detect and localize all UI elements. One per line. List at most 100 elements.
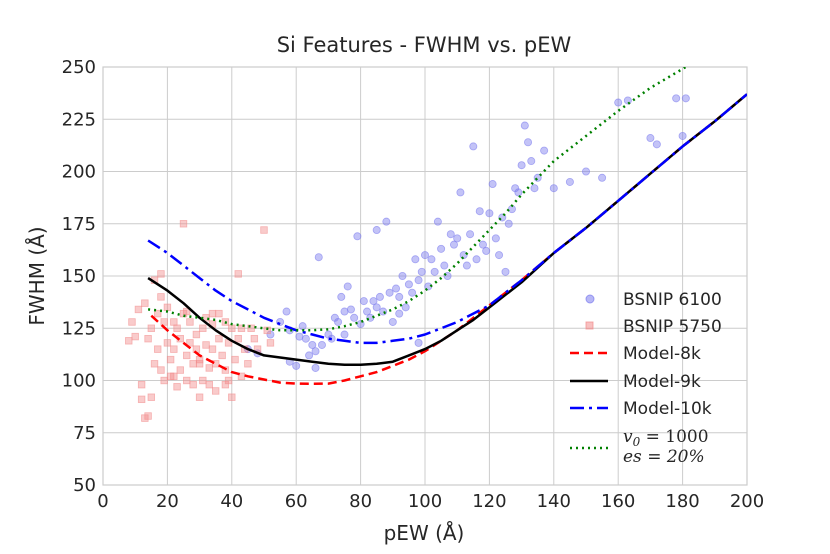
x-tick-label: 180 [665,491,699,512]
x-tick-label: 140 [537,491,571,512]
bsnip6100-point [314,253,323,262]
bsnip5750-point [144,412,152,420]
bsnip5750-point [147,393,155,401]
bsnip6100-point [375,292,384,301]
x-axis-label: pEW (Å) [384,521,465,545]
bsnip6100-point [308,340,317,349]
bsnip6100-point [395,309,404,318]
bsnip6100-point [582,167,591,176]
bsnip6100-point [672,94,681,103]
bsnip5750-point [208,345,217,353]
bsnip6100-point [346,305,355,314]
bsnip6100-point [395,292,404,301]
legend-marker-bsnip6100 [585,294,595,304]
bsnip6100-point [456,188,465,197]
legend: BSNIP 6100 BSNIP 5750 Model-8k Model-9k … [570,290,722,467]
bsnip6100-point [427,255,436,264]
bsnip6100-point [472,255,481,264]
bsnip6100-point [475,207,484,216]
bsnip6100-point [343,282,352,291]
bsnip6100-point [337,292,346,301]
bsnip5750-point [199,376,207,385]
bsnip5750-point [228,393,236,401]
legend-label-v0-line: v0 = 1000 [623,427,709,449]
bsnip5750-point [205,380,213,389]
bsnip6100-point [414,276,423,285]
bsnip6100-point [520,121,529,130]
bsnip6100-point [411,255,420,264]
legend-v0-symbol: v [623,427,633,447]
legend-label-model8k: Model-8k [623,344,701,364]
bsnip6100-point [623,96,632,105]
x-tick-label: 40 [220,491,243,512]
bsnip6100-point [440,261,449,270]
bsnip5750-point [186,339,194,347]
x-tick-label: 120 [472,491,506,512]
x-tick-label: 100 [408,491,442,512]
y-tick-label: 100 [62,371,96,392]
bsnip5750-point [157,270,165,278]
bsnip6100-point [495,251,504,260]
bsnip6100-point [501,267,510,276]
bsnip6100-point [681,94,690,103]
bsnip6100-point [392,284,401,293]
plot-area [125,67,747,422]
bsnip5750-point [183,351,191,360]
bsnip6100-point [517,161,526,170]
bsnip6100-point [420,251,429,260]
bsnip5750-point [211,360,220,368]
bsnip5750-point [234,270,242,278]
bsnip5750-point [205,364,213,372]
bsnip6100-point [514,188,523,197]
bsnip6100-point [462,261,471,270]
bsnip6100-point [401,303,410,312]
bsnip6100-point [408,288,417,297]
bsnip5750-point [250,334,259,343]
grid [102,66,748,486]
x-tick-label: 200 [730,491,764,512]
bsnip5750-point [141,299,149,307]
y-tick-label: 225 [62,109,96,130]
bsnip5750-point [137,395,146,404]
bsnip6100-point [379,307,388,316]
bsnip6100-point [453,234,462,243]
y-tick-label: 175 [62,214,96,235]
bsnip6100-point [437,244,446,253]
bsnip6100-point [369,297,378,306]
x-tick-label: 60 [285,491,308,512]
bsnip6100-point [372,226,381,235]
bsnip5750-point [186,318,194,326]
legend-v0-subscript: 0 [633,435,641,449]
bsnip5750-point [231,355,239,364]
bsnip6100-point [382,217,391,226]
bsnip5750-point [170,345,178,353]
bsnip6100-point [430,267,439,276]
bsnip5750-point [154,345,162,353]
bsnip5750-point [218,351,226,360]
legend-v0-value: = 1000 [640,427,708,447]
bsnip6100-point [524,138,533,147]
legend-label-model10k: Model-10k [623,399,712,419]
bsnip5750-point [173,383,181,391]
bsnip6100-point [276,317,285,326]
bsnip6100-point [353,232,362,241]
bsnip5750-point [166,355,175,364]
y-tick-label: 250 [62,57,96,78]
bsnip6100-point [311,347,320,356]
plot-frame [102,66,748,486]
bsnip5750-point [163,303,172,312]
bsnip6100-point [305,351,314,360]
bsnip6100-point [678,131,687,140]
series-line-v0es [147,67,687,332]
bsnip5750-point [137,380,146,389]
bsnip5750-point [154,309,162,318]
bsnip5750-point [160,318,168,326]
x-tick-labels: 0 20 40 60 80 100 120 140 160 180 200 [97,491,764,512]
bsnip5750-point [131,332,139,341]
bsnip6100-point [598,173,607,182]
bsnip5750-point [260,226,268,234]
bsnip5750-point [170,372,178,381]
y-tick-label: 125 [62,318,96,339]
